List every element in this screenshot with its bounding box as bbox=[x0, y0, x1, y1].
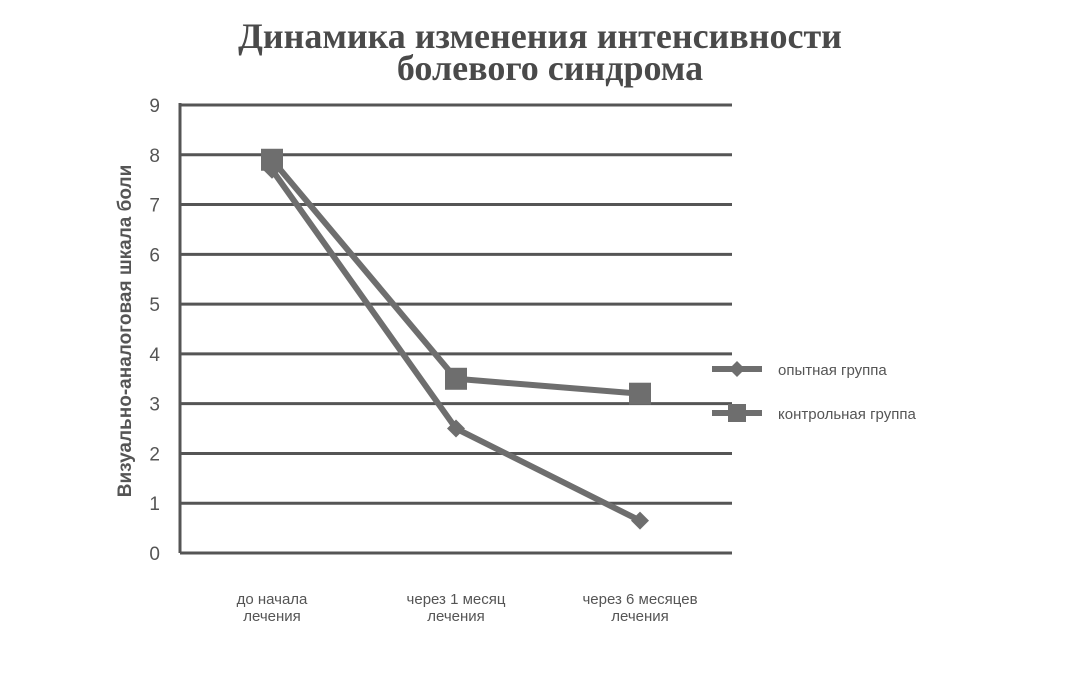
x-category-label-1-line-1: лечения bbox=[427, 608, 485, 625]
y-axis-label: Визуально-аналоговая шкала боли bbox=[115, 165, 136, 498]
y-tick-label-8: 8 bbox=[149, 146, 160, 167]
x-category-label-1-line-0: через 1 месяц bbox=[407, 591, 506, 608]
x-category-label-0-line-1: лечения bbox=[243, 608, 301, 625]
legend-marker-1 bbox=[728, 404, 746, 422]
x-category-label-2-line-1: лечения bbox=[611, 608, 669, 625]
series-1-point-0 bbox=[261, 148, 283, 171]
y-tick-label-0: 0 bbox=[149, 544, 160, 565]
y-tick-label-5: 5 bbox=[149, 295, 160, 316]
series-1-point-2 bbox=[629, 382, 651, 405]
y-tick-label-3: 3 bbox=[149, 395, 160, 416]
legend: опытная группа контрольная группа bbox=[712, 361, 916, 423]
x-category-label-2-line-0: через 6 месяцев bbox=[582, 591, 697, 608]
y-tick-label-2: 2 bbox=[149, 444, 160, 465]
legend-label-1: контрольная группа bbox=[778, 406, 916, 423]
x-category-label-0-line-0: до начала bbox=[237, 591, 308, 608]
y-tick-label-6: 6 bbox=[149, 245, 160, 266]
chart-title-line-2: болевого синдрома bbox=[397, 48, 703, 88]
series-0-point-2 bbox=[631, 511, 649, 530]
axes bbox=[178, 103, 732, 555]
series-0-point-1 bbox=[447, 419, 465, 438]
y-tick-labels: 0 1 2 3 4 5 6 7 8 9 bbox=[149, 96, 160, 565]
series-1-point-1 bbox=[445, 367, 467, 390]
legend-label-0: опытная группа bbox=[778, 362, 887, 379]
y-tick-label-9: 9 bbox=[149, 96, 160, 117]
chart-title-line-1: Динамика изменения интенсивности bbox=[238, 16, 842, 56]
series bbox=[261, 148, 651, 530]
y-tick-label-7: 7 bbox=[149, 196, 160, 217]
y-tick-label-1: 1 bbox=[149, 494, 160, 515]
y-tick-label-4: 4 bbox=[149, 345, 160, 366]
series-line-1 bbox=[269, 157, 641, 397]
legend-marker-0 bbox=[729, 361, 745, 377]
